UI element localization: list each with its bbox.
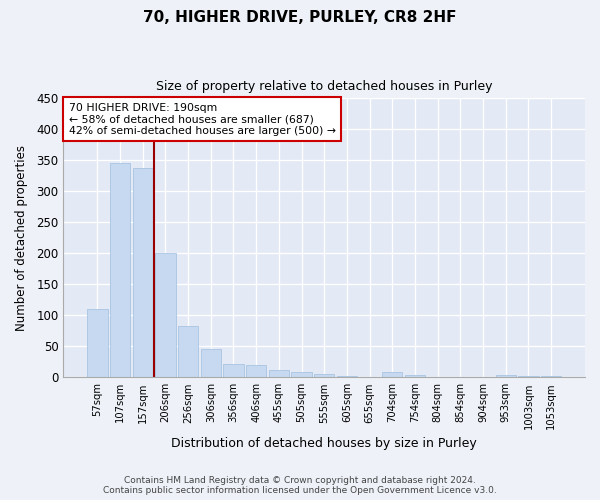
Bar [314, 374, 334, 378]
Text: 70 HIGHER DRIVE: 190sqm
← 58% of detached houses are smaller (687)
42% of semi-d: 70 HIGHER DRIVE: 190sqm ← 58% of detache… [68, 102, 335, 136]
Bar [223, 364, 244, 378]
Bar [496, 376, 516, 378]
Bar [155, 254, 176, 378]
Bar [269, 370, 289, 378]
Text: Contains HM Land Registry data © Crown copyright and database right 2024.
Contai: Contains HM Land Registry data © Crown c… [103, 476, 497, 495]
Bar [292, 372, 312, 378]
Y-axis label: Number of detached properties: Number of detached properties [15, 145, 28, 331]
Bar [541, 376, 561, 378]
Title: Size of property relative to detached houses in Purley: Size of property relative to detached ho… [156, 80, 493, 93]
Bar [110, 164, 130, 378]
Text: 70, HIGHER DRIVE, PURLEY, CR8 2HF: 70, HIGHER DRIVE, PURLEY, CR8 2HF [143, 10, 457, 25]
X-axis label: Distribution of detached houses by size in Purley: Distribution of detached houses by size … [172, 437, 477, 450]
Bar [200, 349, 221, 378]
Bar [133, 168, 153, 378]
Bar [382, 372, 403, 378]
Bar [178, 326, 199, 378]
Bar [337, 376, 357, 378]
Bar [405, 375, 425, 378]
Bar [246, 365, 266, 378]
Bar [87, 309, 107, 378]
Bar [518, 376, 539, 378]
